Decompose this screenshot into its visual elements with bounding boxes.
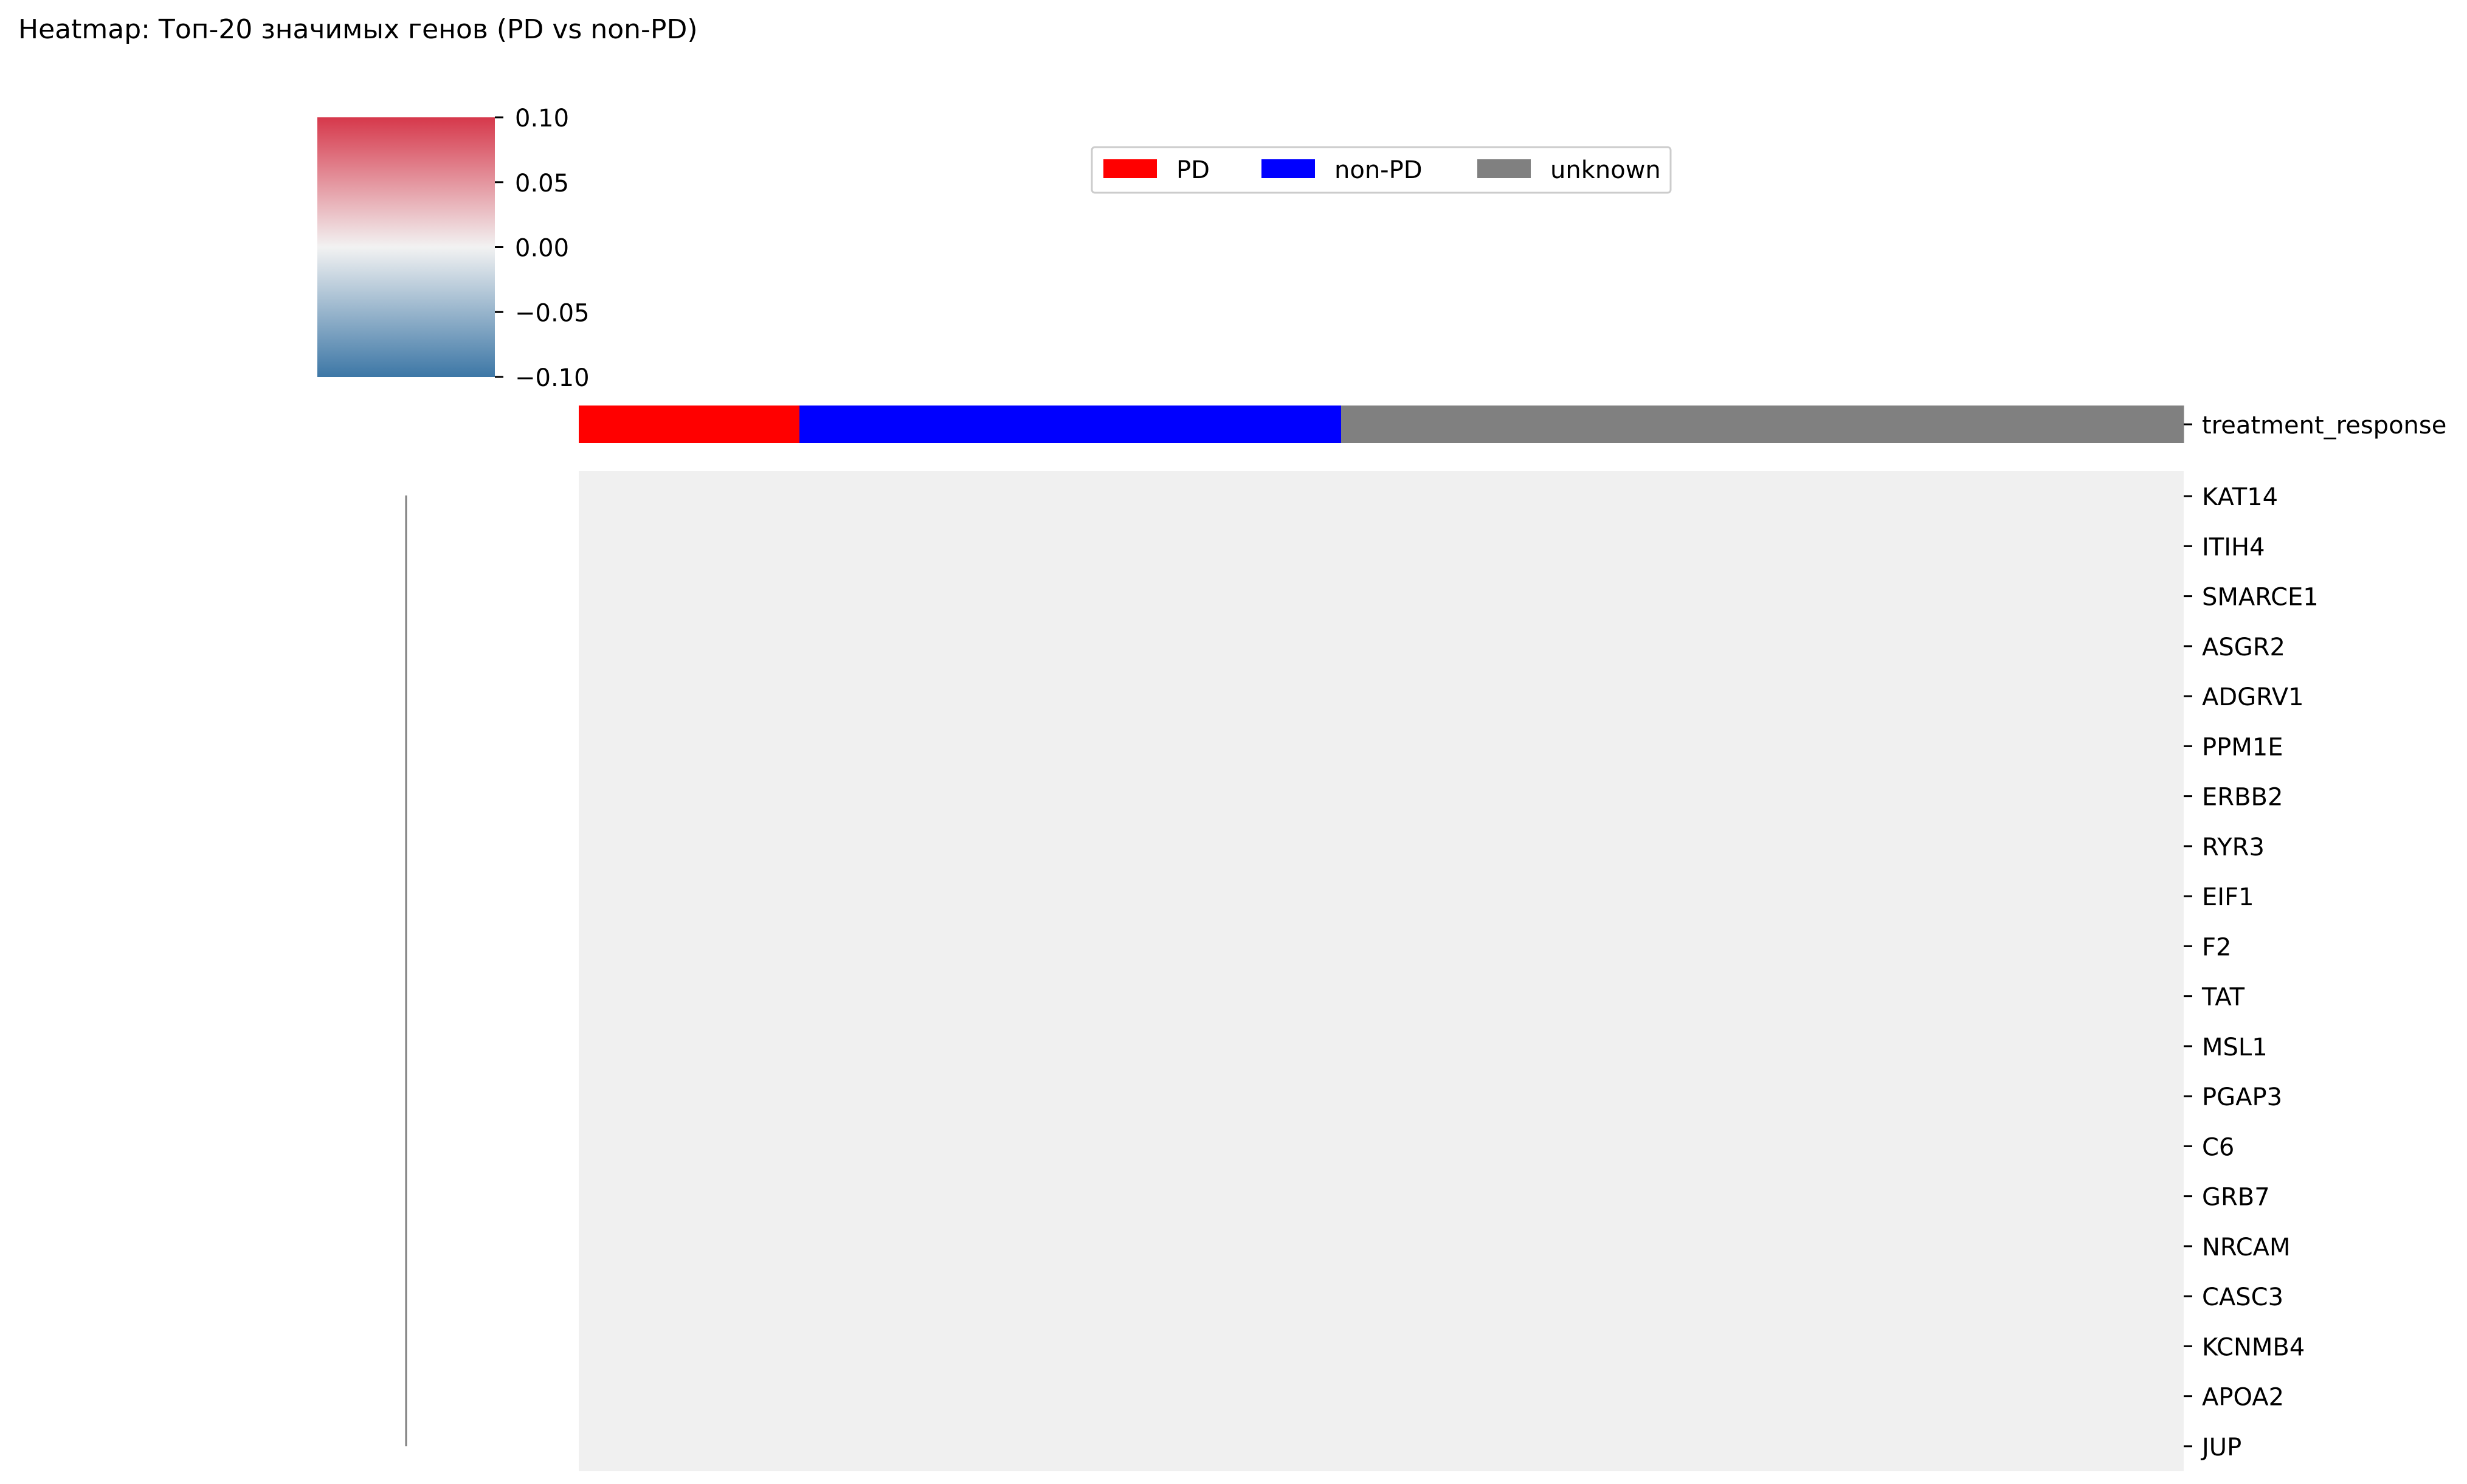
legend-swatch [1477, 159, 1531, 178]
legend: PD non-PD unknown [1091, 146, 1672, 194]
row-tick-label: RYR3 [2202, 833, 2265, 861]
legend-label: PD [1176, 156, 1210, 184]
row-tick-label: EIF1 [2202, 883, 2254, 911]
row-tick-label: MSL1 [2202, 1034, 2268, 1061]
heatmap-cells [579, 471, 2184, 1471]
legend-swatch [1261, 159, 1315, 178]
row-tick-label: ERBB2 [2202, 784, 2283, 812]
row-tick-label: KCNMB4 [2202, 1333, 2305, 1361]
row-tick-label: F2 [2202, 933, 2231, 961]
row-tick-label: C6 [2202, 1133, 2234, 1161]
colorbar-tick-label: 0.10 [515, 105, 569, 133]
row-tick-label: APOA2 [2202, 1384, 2284, 1412]
row-tick-label: ITIH4 [2202, 533, 2265, 561]
annotation-row: treatment_response [579, 406, 2446, 443]
row-tick-label: SMARCE1 [2202, 584, 2319, 612]
colorbar-ticks: 0.10 0.05 0.00 −0.05 −0.10 [495, 105, 590, 392]
colorbar-tick-label: 0.00 [515, 235, 569, 263]
row-tick-label: JUP [2200, 1434, 2241, 1462]
row-tick-label: TAT [2201, 984, 2245, 1012]
row-tick-label: GRB7 [2202, 1184, 2270, 1212]
colorbar-tick-label: −0.10 [515, 364, 590, 392]
row-tick-label: ADGRV1 [2202, 683, 2304, 711]
row-tick-labels: KAT14 ITIH4 SMARCE1 ASGR2 ADGRV1 PPM1E ERBB2 RY… [2184, 483, 2319, 1462]
annotation-segment-unknown [1341, 406, 2184, 443]
colorbar-tick-label: 0.05 [515, 170, 569, 198]
legend-swatch [1103, 159, 1157, 178]
row-tick-label: PPM1E [2202, 733, 2283, 761]
legend-items: PD non-PD unknown [1103, 156, 1661, 184]
row-tick-label: ASGR2 [2202, 633, 2285, 661]
annotation-segment-pd [579, 406, 800, 443]
annotation-row-label: treatment_response [2202, 412, 2446, 440]
row-tick-label: NRCAM [2202, 1234, 2291, 1261]
colorbar-gradient [317, 117, 495, 377]
row-tick-label: PGAP3 [2202, 1083, 2282, 1111]
chart-title: Heatmap: Топ-20 значимых генов (PD vs no… [18, 14, 698, 45]
legend-label: non-PD [1334, 156, 1423, 184]
legend-label: unknown [1550, 156, 1661, 184]
annotation-segment-non-pd [799, 406, 1342, 443]
colorbar-tick-label: −0.05 [515, 299, 590, 327]
legend-frame [1091, 146, 1672, 194]
row-tick-label: CASC3 [2202, 1283, 2283, 1311]
colorbar: 0.10 0.05 0.00 −0.05 −0.10 [317, 105, 590, 392]
row-tick-label: KAT14 [2202, 483, 2278, 511]
